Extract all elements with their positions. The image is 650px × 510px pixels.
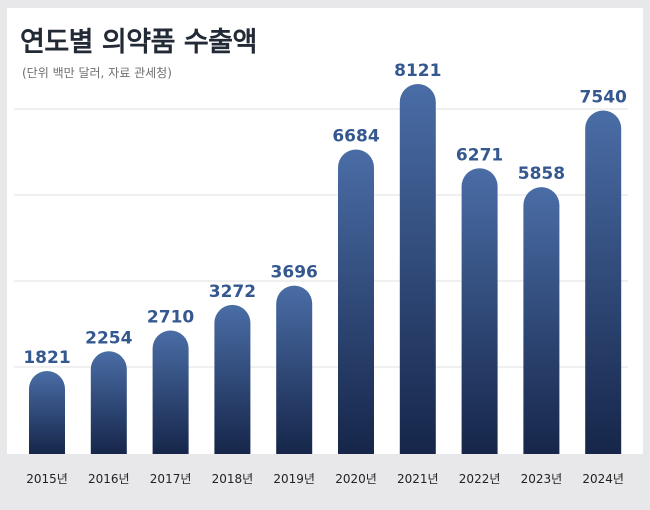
x-tick-label: 2021년: [397, 472, 439, 486]
x-tick-label: 2020년: [335, 472, 377, 486]
bar-2021년: [399, 84, 436, 454]
x-tick-label: 2018년: [212, 472, 254, 486]
bar-2024년: [585, 110, 622, 454]
bar-2015년: [29, 371, 65, 454]
chart-title: 연도별 의약품 수출액: [20, 27, 257, 58]
bar-2017년: [152, 330, 189, 454]
bar-2018년: [214, 304, 251, 454]
value-label-2017년: 2710: [147, 308, 194, 328]
value-labels: 1821 2254 2710 3272 3696 6684 8121 6271 5858 7540: [21, 59, 629, 370]
x-tick-label: 2024년: [582, 472, 624, 486]
value-label-2020년: 6684: [332, 126, 379, 146]
value-label-2019년: 3696: [271, 263, 318, 283]
bar-2022년: [461, 168, 498, 454]
x-tick-label: 2017년: [150, 472, 192, 486]
x-axis-ticks: 2015년 2016년 2017년 2018년 2019년 2020년 2021년 2022년…: [26, 472, 624, 486]
value-label-2022년: 6271: [456, 145, 503, 165]
x-tick-label: 2022년: [459, 472, 501, 486]
value-label-2021년: 8121: [394, 61, 441, 81]
chart-subtitle: (단위 백만 달러, 자료 관세청): [22, 66, 172, 80]
value-label-2018년: 3272: [209, 282, 256, 302]
bar-2019년: [276, 285, 313, 454]
value-label-2016년: 2254: [85, 328, 132, 348]
value-label-2024년: 7540: [580, 87, 627, 107]
bar-2020년: [338, 149, 374, 454]
value-label-2023년: 5858: [518, 164, 565, 184]
x-tick-label: 2023년: [521, 472, 563, 486]
x-tick-label: 2016년: [88, 472, 130, 486]
value-label-2015년: 1821: [23, 348, 70, 368]
bar-2023년: [523, 187, 560, 454]
bars: [29, 84, 622, 454]
bar-2016년: [90, 351, 127, 454]
x-tick-label: 2015년: [26, 472, 68, 486]
x-tick-label: 2019년: [273, 472, 315, 486]
